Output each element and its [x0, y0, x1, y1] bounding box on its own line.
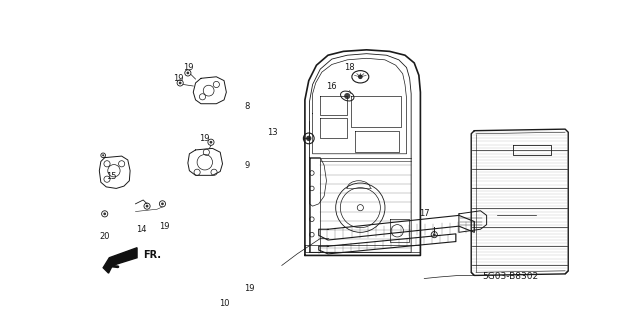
Text: 9: 9	[244, 161, 250, 170]
Text: 16: 16	[326, 82, 337, 91]
Text: 19: 19	[182, 63, 193, 72]
Circle shape	[433, 233, 436, 236]
Circle shape	[102, 154, 104, 156]
Text: 8: 8	[244, 101, 250, 111]
Circle shape	[220, 295, 223, 298]
Circle shape	[146, 205, 148, 208]
Text: 19: 19	[173, 74, 184, 83]
Text: 19: 19	[159, 222, 170, 231]
Text: 19: 19	[244, 284, 255, 293]
Text: FR.: FR.	[143, 250, 161, 260]
Text: 20: 20	[99, 233, 110, 241]
Text: 15: 15	[106, 172, 116, 182]
Circle shape	[344, 93, 350, 99]
Circle shape	[179, 82, 182, 84]
Polygon shape	[103, 248, 137, 273]
Circle shape	[306, 136, 312, 141]
Circle shape	[186, 71, 189, 74]
Text: 13: 13	[268, 128, 278, 137]
Circle shape	[103, 212, 106, 215]
Text: 17: 17	[419, 209, 429, 218]
Text: 5G03-B8302: 5G03-B8302	[482, 272, 538, 281]
Circle shape	[161, 203, 164, 205]
Text: 14: 14	[136, 225, 147, 234]
Text: 18: 18	[344, 63, 355, 72]
Text: 19: 19	[200, 134, 210, 143]
Text: 10: 10	[219, 300, 229, 308]
Circle shape	[358, 74, 363, 79]
Circle shape	[209, 141, 212, 144]
